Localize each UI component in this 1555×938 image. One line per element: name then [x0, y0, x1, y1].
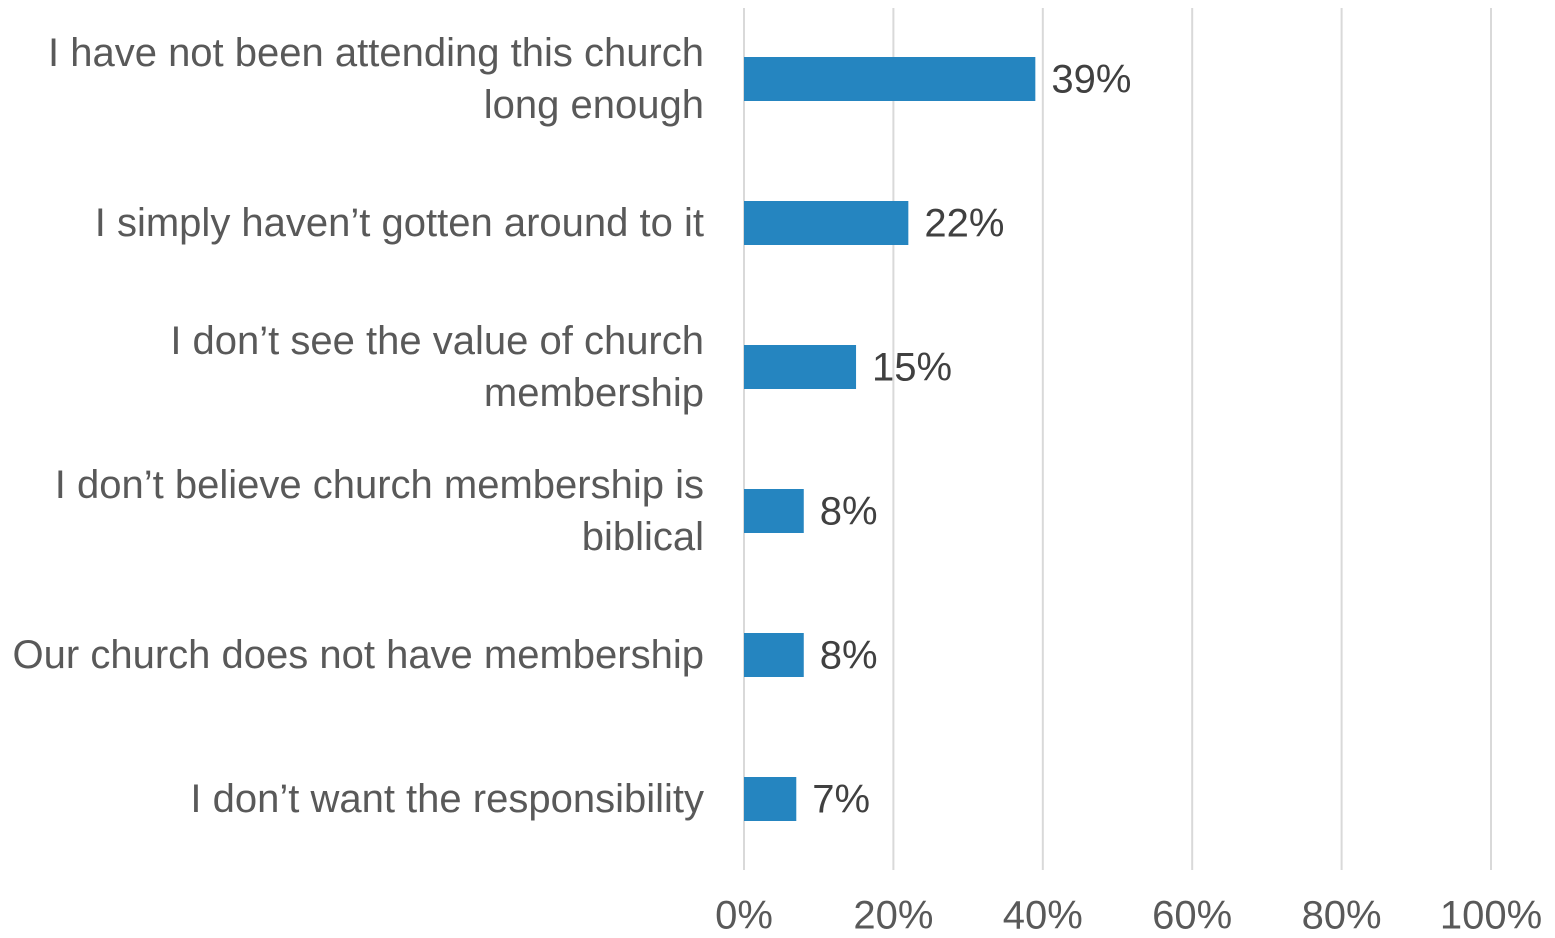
- x-tick-label: 20%: [853, 894, 933, 938]
- bar: [744, 777, 797, 821]
- bar: [744, 57, 1036, 101]
- y-tick-label: I have not been attending this church lo…: [47, 31, 704, 127]
- bar: [744, 489, 804, 533]
- data-label: 22%: [924, 202, 1004, 246]
- data-label: 7%: [812, 778, 870, 822]
- y-tick-label: I don’t see the value of church membersh…: [170, 319, 704, 415]
- x-tick-label: 100%: [1440, 894, 1542, 938]
- data-label: 8%: [820, 634, 878, 678]
- y-tick-label: I don’t believe church membership is bib…: [54, 463, 704, 559]
- y-tick-label: Our church does not have membership: [12, 633, 704, 677]
- bar: [744, 201, 909, 245]
- data-label: 15%: [872, 346, 952, 390]
- x-tick-label: 60%: [1152, 894, 1232, 938]
- x-tick-label: 0%: [715, 894, 773, 938]
- bar: [744, 345, 857, 389]
- data-label: 8%: [820, 490, 878, 534]
- y-tick-label: I simply haven’t gotten around to it: [94, 201, 704, 245]
- data-label: 39%: [1051, 58, 1131, 102]
- bar: [744, 633, 804, 677]
- x-tick-label: 40%: [1003, 894, 1083, 938]
- y-tick-label: I don’t want the responsibility: [190, 777, 704, 821]
- x-tick-label: 80%: [1302, 894, 1382, 938]
